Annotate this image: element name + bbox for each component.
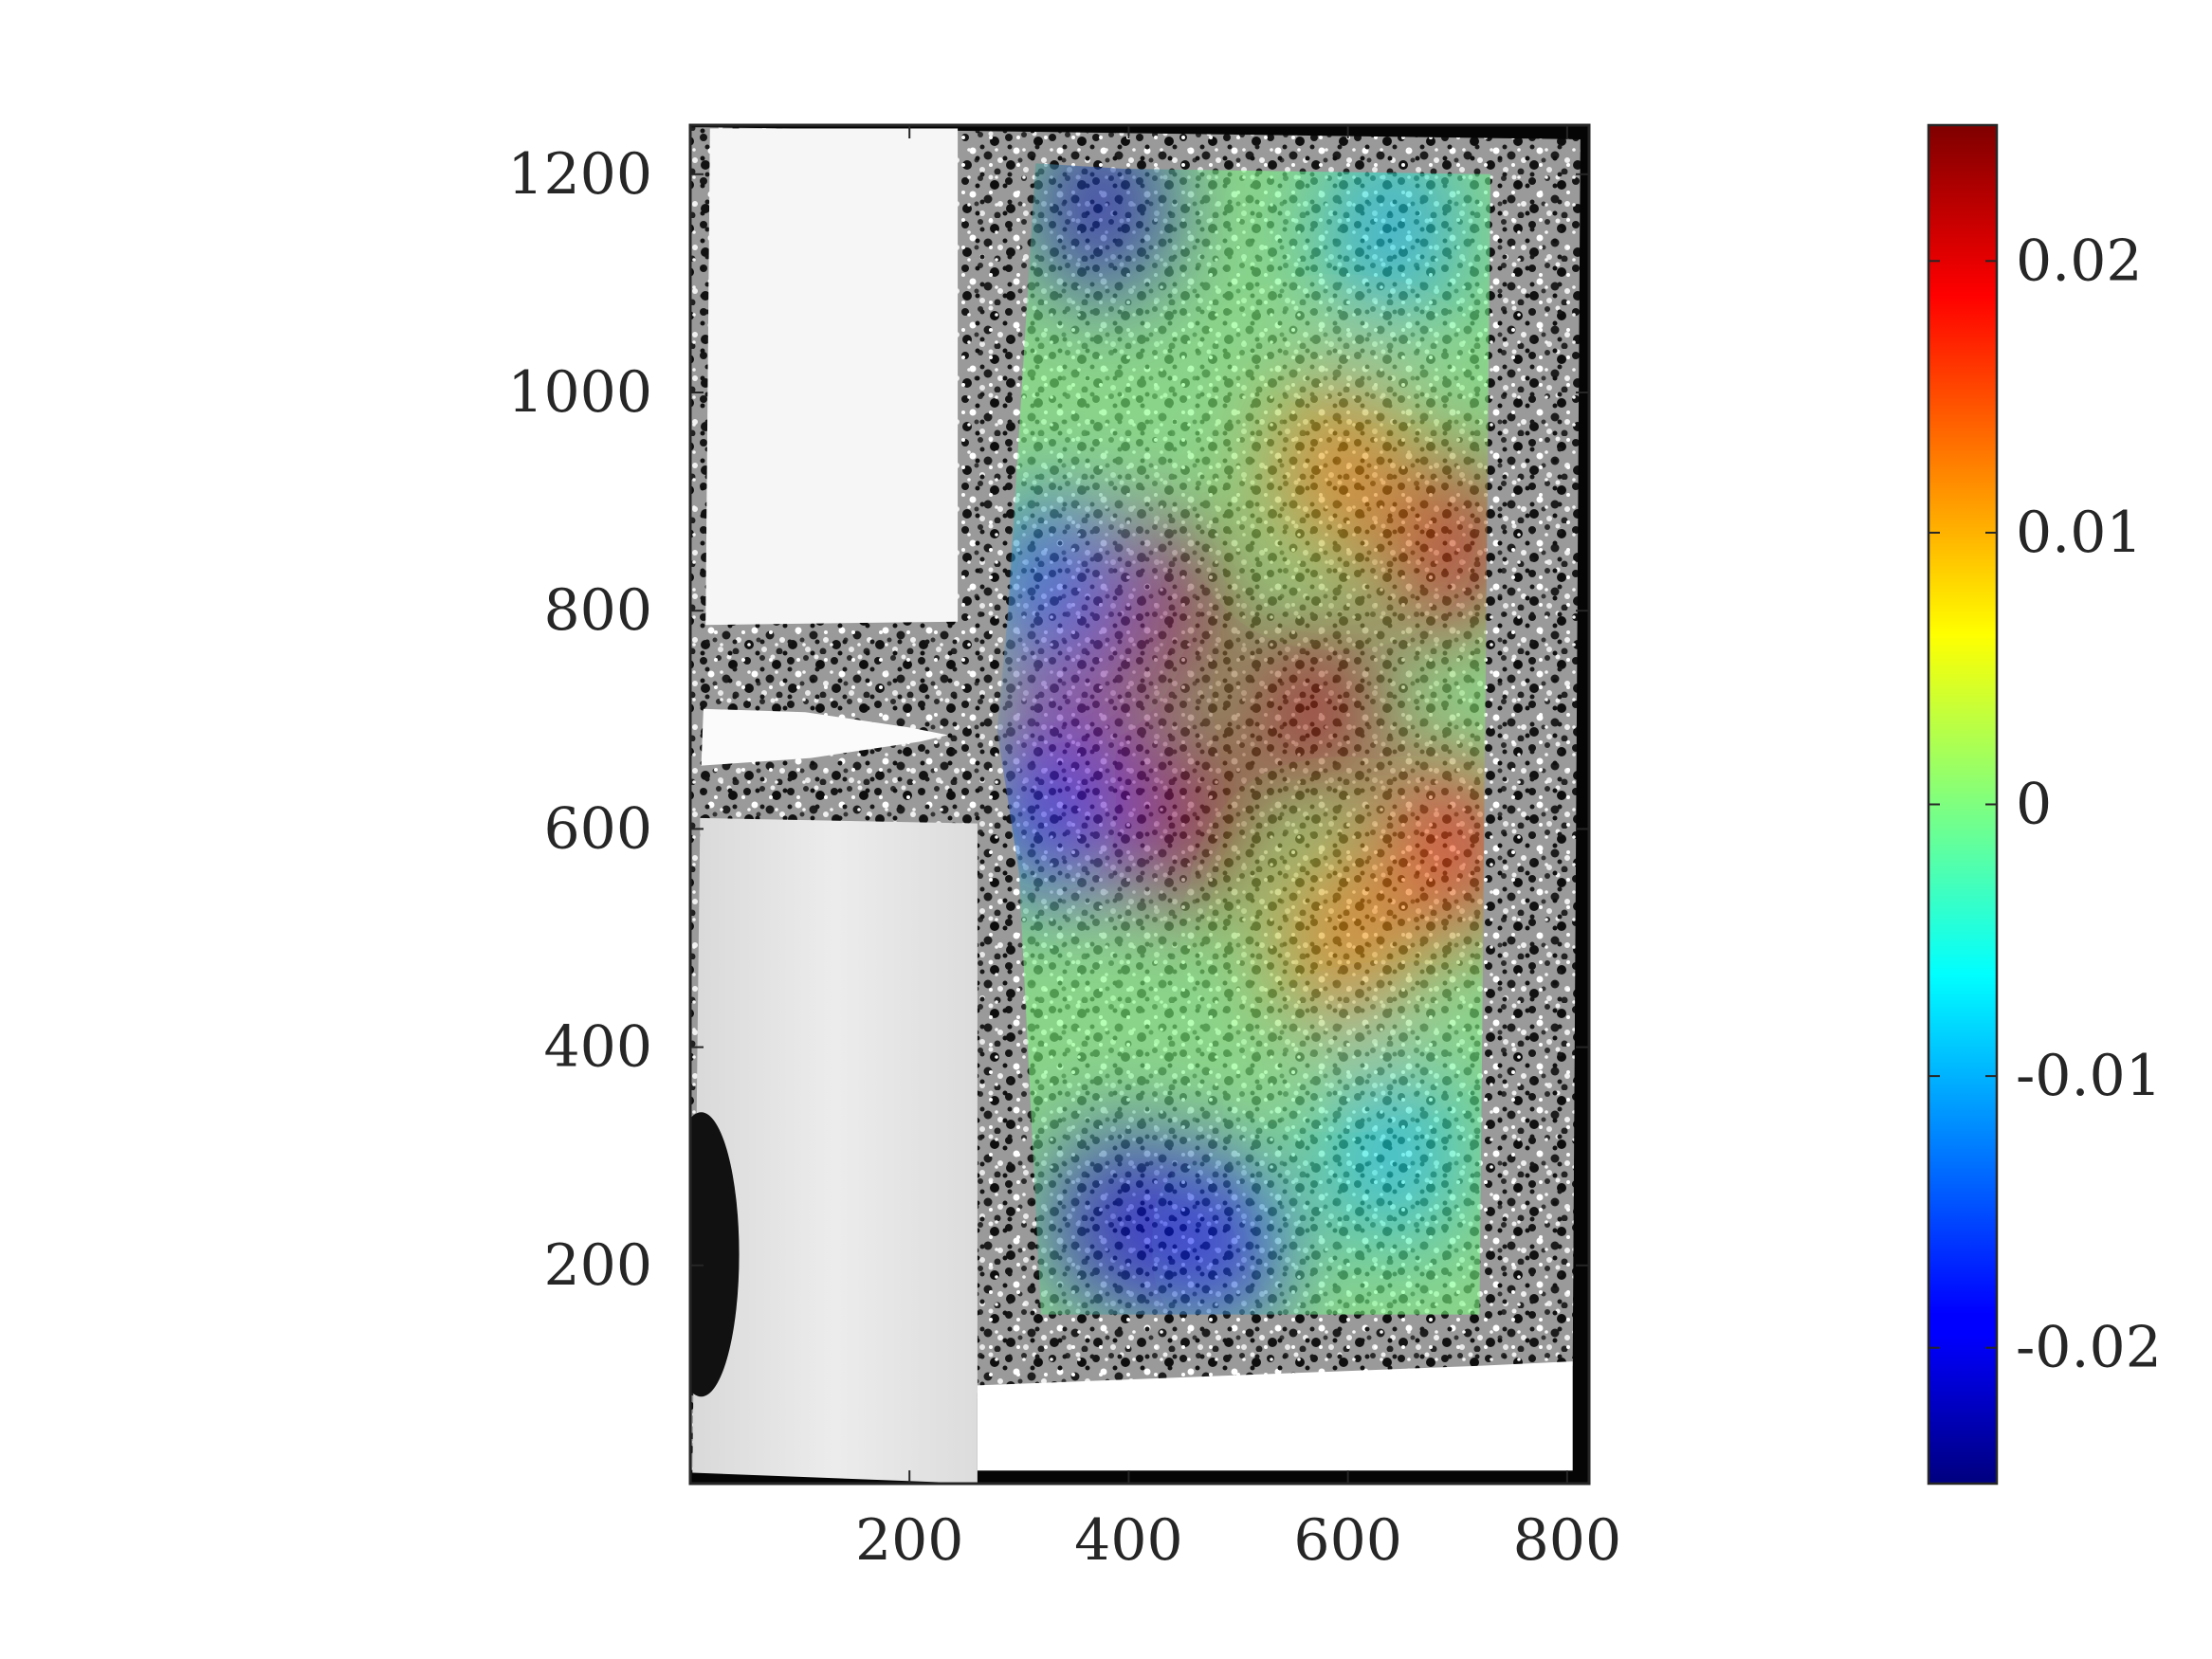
x-tick-label: 200 <box>855 1507 964 1574</box>
x-tick-label: 800 <box>1513 1507 1622 1574</box>
grip-hole <box>690 1112 740 1397</box>
field-hotspot <box>1093 517 1230 704</box>
field-hotspot <box>1247 615 1383 803</box>
lower-grip-block <box>692 817 978 1484</box>
field-hotspot <box>1324 163 1460 322</box>
axes-frame <box>688 123 1591 1486</box>
image-axes: 200 400 600 800 200 400 600 800 1000 1200 <box>507 123 1621 1574</box>
y-tick-label: 1200 <box>507 141 652 208</box>
upper-grip-block <box>705 128 959 626</box>
field-hotspot <box>1379 757 1490 944</box>
colorbar-tick-label: 0.02 <box>2016 228 2143 294</box>
strain-overlay <box>996 163 1490 1315</box>
field-hotspot <box>1148 1150 1285 1315</box>
x-axis: 200 400 600 800 <box>855 125 1621 1574</box>
field-hotspot <box>996 495 1121 683</box>
y-tick-label: 600 <box>543 795 652 862</box>
field-hotspot <box>1379 451 1490 639</box>
colorbar-tick-label: 0 <box>2016 772 2052 838</box>
colorbar: 0.02 0.01 0 -0.01 -0.02 <box>1927 123 2162 1486</box>
colorbar-tick-label: 0.01 <box>2016 500 2143 566</box>
colorbar-tick-label: -0.02 <box>2016 1315 2162 1381</box>
y-tick-label: 800 <box>543 577 652 644</box>
field-hotspot <box>1324 1063 1460 1249</box>
field-hotspot <box>1269 375 1405 562</box>
notch-slot <box>701 708 948 766</box>
y-axis: 200 400 600 800 1000 1200 <box>507 141 1589 1299</box>
y-tick-label: 400 <box>543 1014 652 1081</box>
field-hotspot <box>1115 724 1252 912</box>
specimen-image <box>690 125 1589 1484</box>
x-tick-label: 600 <box>1293 1507 1402 1574</box>
field-hotspot <box>1274 845 1411 1031</box>
field-hotspot <box>996 714 1121 901</box>
colorbar-tick-label: -0.01 <box>2016 1043 2162 1109</box>
x-tick-label: 400 <box>1074 1507 1183 1574</box>
y-tick-label: 1000 <box>507 359 652 426</box>
y-tick-label: 200 <box>543 1232 652 1299</box>
field-hotspot <box>1033 163 1170 301</box>
